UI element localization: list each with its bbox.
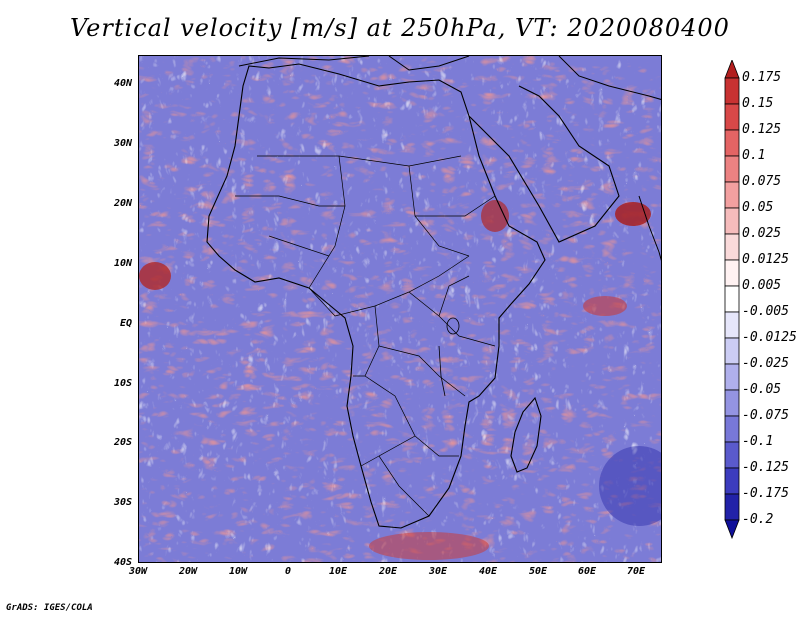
colorbar-swatch xyxy=(724,77,740,105)
lon-tick-label: 30E xyxy=(428,566,448,577)
colorbar-tick-label: -0.0125 xyxy=(742,330,797,345)
colorbar-swatch xyxy=(724,337,740,365)
colorbar-tick-label: -0.1 xyxy=(742,434,774,449)
africa-coastline xyxy=(206,63,546,529)
colorbar-swatch xyxy=(724,441,740,469)
colorbar-tick-label: -0.05 xyxy=(742,382,782,397)
grads-credit: GrADS: IGES/COLA xyxy=(6,603,93,613)
colorbar-swatch xyxy=(724,233,740,261)
colorbar-swatch xyxy=(724,259,740,287)
map-plot-area xyxy=(138,55,662,563)
updraft-cell xyxy=(583,296,627,316)
lat-tick-label: 30S xyxy=(113,497,132,508)
field-neutral-texture xyxy=(139,56,661,562)
updraft-band xyxy=(369,532,489,560)
lon-tick-label: 20W xyxy=(178,566,198,577)
chart-title: Vertical velocity [m/s] at 250hPa, VT: 2… xyxy=(70,14,730,42)
colorbar-swatch xyxy=(724,129,740,157)
lon-tick-label: 10E xyxy=(328,566,348,577)
colorbar-tick-label: 0.025 xyxy=(742,226,782,241)
lake-tanganyika xyxy=(438,345,446,397)
arabia-coastline xyxy=(468,85,620,243)
colorbar-tick-label: 0.05 xyxy=(742,200,774,215)
colorbar-swatch xyxy=(724,493,740,521)
colorbar-tick-label: -0.175 xyxy=(742,486,789,501)
colorbar-swatch xyxy=(724,285,740,313)
downdraft-region xyxy=(599,446,661,526)
colorbar-tick-label: 0.0125 xyxy=(742,252,789,267)
colorbar-tick-label: -0.005 xyxy=(742,304,789,319)
colorbar-swatch xyxy=(724,181,740,209)
europe-coastline xyxy=(238,56,661,100)
colorbar-bottom-arrow xyxy=(724,519,740,540)
colorbar-swatch xyxy=(724,389,740,417)
india-coastline xyxy=(638,195,661,261)
lat-tick-label: 40S xyxy=(113,557,132,568)
colorbar-tick-label: -0.025 xyxy=(742,356,789,371)
colorbar-tick-label: 0.1 xyxy=(742,148,766,163)
lat-tick-label: 10N xyxy=(113,258,132,269)
colorbar-swatch xyxy=(724,363,740,391)
colorbar-tick-label: -0.2 xyxy=(742,512,774,527)
lon-tick-label: 40E xyxy=(478,566,498,577)
lat-tick-label: 30N xyxy=(113,138,132,149)
lat-tick-label: 20S xyxy=(113,437,132,448)
colorbar-swatch xyxy=(724,311,740,339)
lon-tick-label: 70E xyxy=(626,566,646,577)
updraft-cell xyxy=(139,262,171,290)
colorbar xyxy=(724,60,740,540)
colorbar-tick-label: 0.15 xyxy=(742,96,774,111)
lon-tick-label: 30W xyxy=(128,566,148,577)
lon-tick-label: 10W xyxy=(228,566,248,577)
madagascar-coastline xyxy=(510,396,542,473)
vertical-velocity-field xyxy=(139,56,661,562)
lake-victoria xyxy=(446,317,460,335)
country-borders xyxy=(235,155,496,517)
colorbar-tick-label: -0.125 xyxy=(742,460,789,475)
lon-tick-label: 0 xyxy=(284,566,292,577)
lat-tick-label: 40N xyxy=(113,78,132,89)
lon-tick-label: 50E xyxy=(528,566,548,577)
updraft-cell xyxy=(481,200,509,232)
colorbar-swatch xyxy=(724,103,740,131)
colorbar-swatch xyxy=(724,467,740,495)
updraft-cell xyxy=(615,202,651,226)
lon-tick-label: 60E xyxy=(577,566,597,577)
colorbar-tick-label: -0.075 xyxy=(742,408,789,423)
lat-tick-label: 20N xyxy=(113,198,132,209)
colorbar-tick-label: 0.005 xyxy=(742,278,782,293)
lon-tick-label: 20E xyxy=(378,566,398,577)
colorbar-tick-label: 0.125 xyxy=(742,122,782,137)
colorbar-swatch xyxy=(724,155,740,183)
colorbar-top-arrow xyxy=(724,60,740,79)
colorbar-tick-label: 0.075 xyxy=(742,174,782,189)
colorbar-swatch xyxy=(724,415,740,443)
lat-tick-label: EQ xyxy=(119,318,132,329)
colorbar-tick-label: 0.175 xyxy=(742,70,782,85)
lat-tick-label: 10S xyxy=(113,378,132,389)
colorbar-swatch xyxy=(724,207,740,235)
